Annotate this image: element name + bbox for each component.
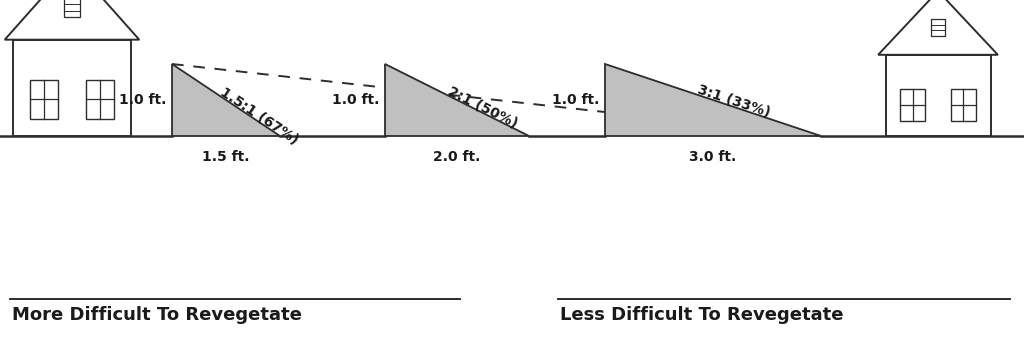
Text: 1.5 ft.: 1.5 ft. <box>203 150 250 164</box>
Polygon shape <box>63 0 80 17</box>
Polygon shape <box>30 80 57 119</box>
Text: 1.0 ft.: 1.0 ft. <box>119 93 166 107</box>
Text: 3.0 ft.: 3.0 ft. <box>689 150 736 164</box>
Polygon shape <box>172 64 280 136</box>
Polygon shape <box>879 0 997 55</box>
Polygon shape <box>605 64 821 136</box>
Text: More Difficult To Revegetate: More Difficult To Revegetate <box>12 306 302 324</box>
Text: 3:1 (33%): 3:1 (33%) <box>695 83 772 120</box>
Polygon shape <box>886 55 990 136</box>
Polygon shape <box>5 0 139 40</box>
Polygon shape <box>950 89 976 121</box>
Text: 2:1 (50%): 2:1 (50%) <box>445 84 520 130</box>
Text: Less Difficult To Revegetate: Less Difficult To Revegetate <box>560 306 844 324</box>
Polygon shape <box>385 64 529 136</box>
Polygon shape <box>86 80 115 119</box>
Polygon shape <box>900 89 926 121</box>
Polygon shape <box>931 19 945 36</box>
Text: 1.5:1 (67%): 1.5:1 (67%) <box>217 85 301 147</box>
Text: 2.0 ft.: 2.0 ft. <box>433 150 480 164</box>
Text: 1.0 ft.: 1.0 ft. <box>552 93 599 107</box>
Text: 1.0 ft.: 1.0 ft. <box>332 93 379 107</box>
Polygon shape <box>13 40 131 136</box>
